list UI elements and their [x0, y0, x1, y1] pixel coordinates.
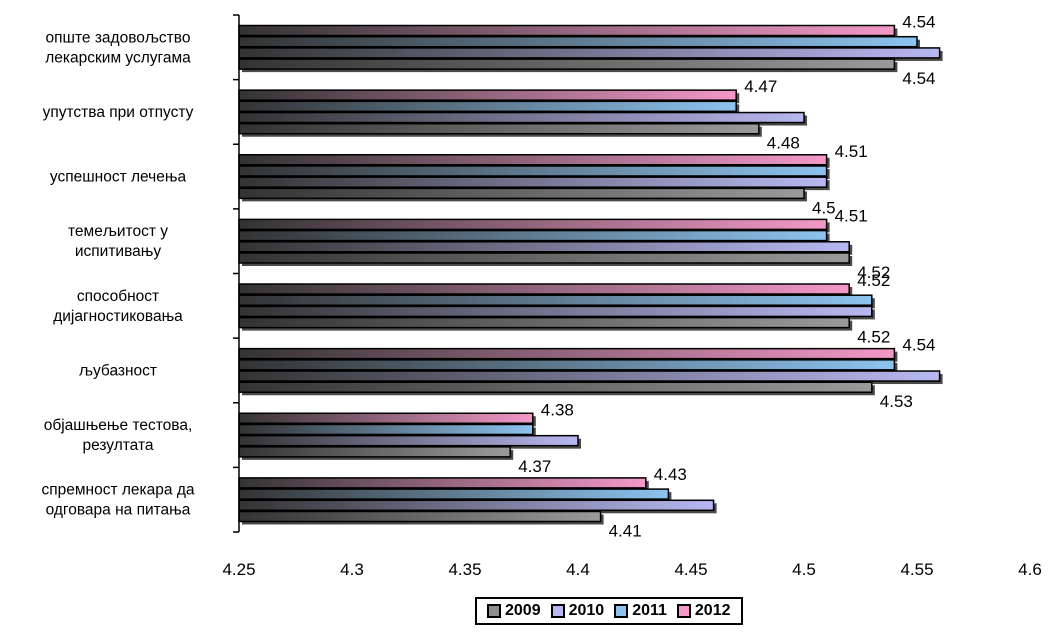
legend-item-2011: 2011	[614, 602, 667, 620]
data-label-2009: 4.52	[857, 328, 890, 347]
category-label-line: упутства при отпусту	[43, 104, 194, 121]
data-label-2012: 4.47	[744, 77, 777, 96]
legend-label-2009: 2009	[505, 602, 541, 619]
data-label-2009: 4.41	[609, 521, 642, 540]
category-label: објашњење тестова, резултата	[44, 417, 193, 454]
data-label-2009: 4.5	[812, 198, 836, 217]
bar-2012-7	[238, 477, 647, 489]
bar-2010-7	[238, 499, 715, 512]
bar-2009-3	[238, 252, 850, 264]
bar-2010-4	[238, 305, 873, 318]
bar-2009-7	[238, 510, 602, 523]
category-label: љубазност	[79, 362, 157, 379]
data-label-2012: 4.38	[541, 400, 574, 419]
bar-2011-2	[238, 165, 828, 177]
category-label-line: спремност лекара да	[42, 482, 195, 499]
x-tick-label: 4.3	[340, 560, 364, 579]
category-label-line: способност	[77, 288, 159, 305]
bar-2010-3	[238, 241, 850, 253]
category-label-line: дијагностиковања	[53, 308, 183, 325]
data-label-2012: 4.54	[902, 336, 935, 355]
category-label: спремност лекара да одговара на питања	[42, 482, 195, 519]
legend-item-2010: 2010	[550, 602, 605, 620]
bar-2009-0	[238, 58, 896, 70]
category-label: успешност лечења	[50, 169, 187, 186]
x-tick-label: 4.5	[792, 560, 816, 579]
bar-2009-5	[238, 381, 873, 393]
x-tick-label: 4.4	[566, 560, 590, 579]
legend-label-2011: 2011	[632, 602, 667, 619]
category-label-line: успешност лечења	[50, 169, 187, 186]
bar-2011-1	[238, 100, 737, 113]
category-label-line: објашњење тестова,	[44, 417, 193, 434]
data-label-2009: 4.52	[857, 263, 890, 282]
bar-2009-4	[238, 316, 850, 329]
bar-2010-0	[238, 47, 941, 59]
legend-label-2010: 2010	[568, 602, 605, 619]
category-label-line: одговара на питања	[46, 502, 191, 519]
bar-2012-2	[238, 154, 828, 166]
data-label-2009: 4.48	[767, 134, 800, 153]
bar-2009-6	[238, 446, 511, 458]
legend-swatch-2012	[676, 604, 691, 618]
data-label-2009: 4.53	[880, 392, 913, 411]
category-label-line: опште задовољство	[46, 29, 191, 46]
x-tick-label: 4.6	[1018, 560, 1042, 579]
x-tick-label: 4.45	[674, 560, 707, 579]
data-label-2012: 4.54	[902, 13, 935, 32]
category-label: темељитост у испитивању	[68, 223, 168, 260]
x-tick-label: 4.25	[222, 560, 255, 579]
category-label-line: љубазност	[79, 362, 157, 379]
legend: 2009 2010 2011 2012	[475, 597, 743, 625]
legend-swatch-2010	[550, 604, 565, 618]
bar-2012-1	[238, 89, 737, 101]
x-tick-label: 4.55	[900, 560, 933, 579]
data-label-2012: 4.51	[835, 206, 868, 225]
category-label-line: испитивању	[75, 243, 161, 260]
bar-2012-6	[238, 412, 534, 425]
category-label-line: темељитост у	[68, 223, 168, 240]
bar-2012-0	[238, 24, 896, 37]
bar-2011-7	[238, 488, 670, 500]
bar-2011-5	[238, 359, 896, 371]
data-label-2012: 4.52	[857, 271, 890, 290]
bar-2012-5	[238, 347, 896, 360]
data-label-2012: 4.51	[835, 142, 868, 161]
legend-item-2012: 2012	[676, 602, 731, 620]
legend-label-2012: 2012	[694, 602, 731, 619]
data-label-2012: 4.43	[654, 465, 687, 484]
category-label: способност дијагностиковања	[53, 288, 183, 325]
bar-2012-4	[238, 283, 850, 295]
bar-2010-5	[238, 370, 941, 382]
bar-2009-1	[238, 122, 760, 135]
bar-2011-0	[238, 35, 918, 48]
bar-2010-2	[238, 176, 828, 188]
bar-2011-3	[238, 229, 828, 242]
category-label: упутства при отпусту	[43, 104, 194, 121]
data-label-2009: 4.54	[902, 69, 935, 88]
bar-chart: опште задовољство лекарским услугама упутс…	[42, 13, 1042, 579]
bar-2011-6	[238, 423, 534, 436]
bar-2012-3	[238, 218, 828, 231]
legend-item-2009: 2009	[487, 602, 541, 620]
category-label: опште задовољство лекарским услугама	[45, 29, 191, 66]
category-label-line: лекарским услугама	[45, 49, 191, 66]
bar-2010-1	[238, 111, 805, 124]
bar-2011-4	[238, 294, 873, 306]
bar-2010-6	[238, 434, 579, 447]
bar-2009-2	[238, 187, 805, 200]
x-tick-label: 4.35	[448, 560, 481, 579]
legend-swatch-2009	[487, 604, 501, 618]
category-label-line: резултата	[82, 437, 153, 454]
legend-swatch-2011	[614, 604, 629, 618]
data-label-2009: 4.37	[518, 457, 551, 476]
